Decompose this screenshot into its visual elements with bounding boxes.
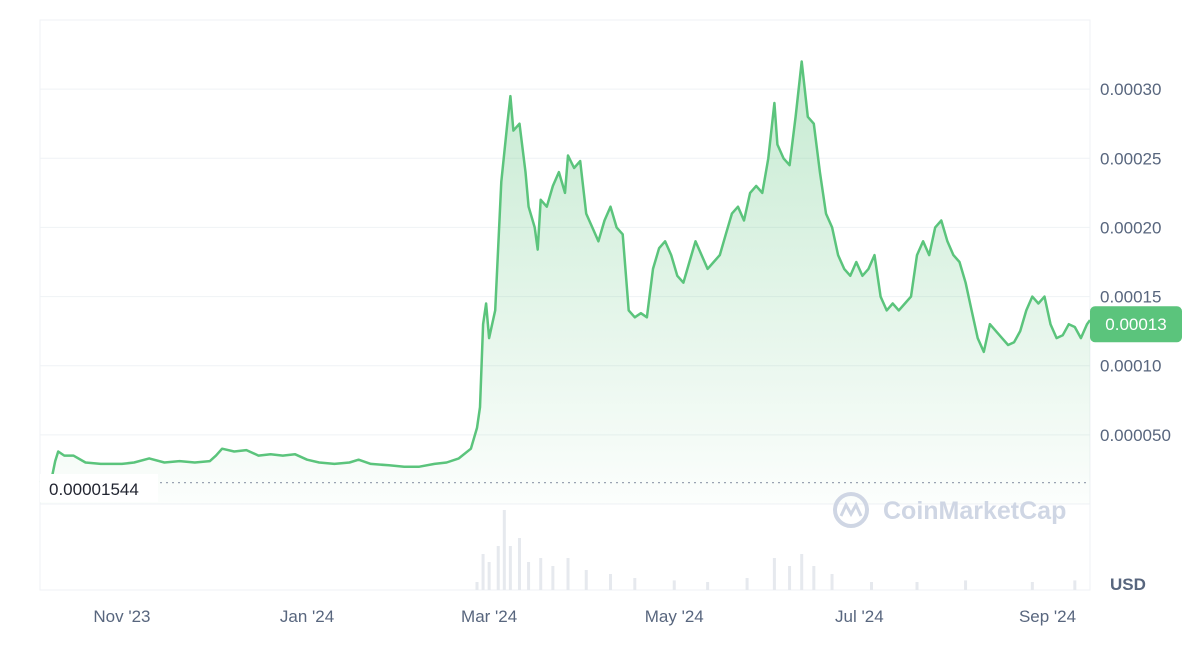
volume-bar [812, 566, 816, 590]
volume-bar [706, 582, 710, 590]
volume-bar [788, 566, 792, 590]
volume-bar [502, 510, 506, 590]
price-area [40, 61, 1090, 504]
current-price-box [1090, 306, 1182, 343]
coinmarketcap-logo-wave [839, 501, 863, 518]
y-tick-label: 0.00020 [1100, 218, 1161, 237]
volume-bar [1030, 582, 1034, 590]
volume-bar [745, 578, 749, 590]
volume-bar [633, 578, 637, 590]
x-tick-label: Mar '24 [461, 607, 517, 626]
x-tick-label: Sep '24 [1019, 607, 1076, 626]
volume-bars [475, 510, 1077, 590]
volume-bar [915, 582, 919, 590]
volume-bar [800, 554, 804, 590]
x-tick-label: May '24 [645, 607, 704, 626]
current-price-label: 0.00013 [1105, 315, 1166, 334]
volume-bar [830, 574, 834, 590]
currency-label: USD [1110, 575, 1146, 594]
watermark-text: CoinMarketCap [883, 497, 1066, 525]
volume-bar [481, 554, 485, 590]
y-tick-label: 0.00015 [1100, 288, 1161, 307]
volume-bar [870, 582, 874, 590]
watermark: CoinMarketCap [833, 492, 1066, 528]
volume-bar [772, 558, 776, 590]
volume-bar [609, 574, 613, 590]
coinmarketcap-logo-icon [833, 492, 869, 528]
volume-bar [487, 562, 491, 590]
volume-bar [475, 582, 479, 590]
plot-frame [39, 19, 1091, 591]
y-tick-label: 0.00010 [1100, 357, 1161, 376]
min-price-label: 0.00001544 [49, 480, 139, 499]
x-tick-label: Nov '23 [93, 607, 150, 626]
volume-bar [527, 562, 531, 590]
min-price-box [40, 474, 158, 502]
x-tick-label: Jan '24 [280, 607, 334, 626]
volume-bar [566, 558, 570, 590]
x-axis: Nov '23 Jan '24 Mar '24 May '24 Jul '24 Sep '… [93, 607, 1076, 626]
volume-bar [672, 580, 676, 590]
x-tick-label: Jul '24 [835, 607, 884, 626]
volume-bar [551, 566, 555, 590]
current-price-badge: 0.00013 [1090, 306, 1182, 343]
y-tick-label: 0.00030 [1100, 80, 1161, 99]
volume-bar [517, 538, 521, 590]
volume-bar [508, 546, 512, 590]
volume-bar [539, 558, 543, 590]
volume-bar [584, 570, 588, 590]
y-tick-label: 0.00025 [1100, 149, 1161, 168]
price-line [39, 60, 1092, 484]
volume-bar [496, 546, 500, 590]
y-axis: 0.000050 0.00010 0.00015 0.00020 0.00025 0.00… [1100, 80, 1171, 445]
min-price-marker: 0.00001544 [40, 474, 158, 502]
volume-bar [964, 580, 968, 590]
volume-bar [1073, 580, 1077, 590]
y-tick-label: 0.000050 [1100, 426, 1171, 445]
